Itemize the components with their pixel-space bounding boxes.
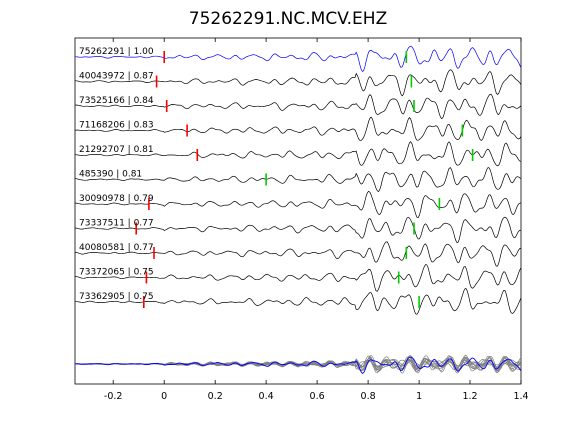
plot-frame — [74, 37, 522, 385]
x-tick-label-8: 1.4 — [513, 391, 528, 402]
trace-8 — [74, 241, 522, 267]
stack-trace-10 — [75, 354, 522, 373]
trace-label-5: 485390 | 0.81 — [79, 170, 142, 180]
x-tick-label-4: 0.6 — [310, 391, 325, 402]
trace-label-0: 75262291 | 1.00 — [79, 47, 154, 57]
trace-3 — [74, 116, 522, 141]
trace-0 — [75, 46, 522, 73]
trace-label-8: 40080581 | 0.77 — [79, 243, 154, 253]
trace-label-9: 73372065 | 0.75 — [79, 268, 154, 278]
x-tick-label-2: 0.2 — [208, 391, 223, 402]
trace-2 — [74, 93, 522, 120]
x-tick-label-0: -0.2 — [104, 391, 123, 402]
trace-5 — [74, 167, 522, 192]
trace-label-3: 71168206 | 0.83 — [79, 121, 154, 131]
trace-label-6: 30090978 | 0.79 — [79, 194, 154, 204]
x-tick-label-5: 0.8 — [361, 391, 376, 402]
stack-group — [74, 354, 522, 374]
trace-10 — [75, 287, 522, 315]
trace-label-1: 40043972 | 0.87 — [79, 72, 154, 82]
trace-label-group: 75262291 | 1.00 40043972 | 0.87 73525166 |… — [79, 47, 154, 302]
x-tick-label-7: 1.2 — [462, 391, 477, 402]
stack-reference-trace — [75, 356, 522, 374]
trace-label-10: 73362905 | 0.75 — [79, 292, 154, 302]
trace-4 — [74, 141, 522, 167]
trace-9 — [75, 264, 522, 292]
x-tick-label-1: 0 — [161, 391, 167, 402]
x-tick-label-6: 1 — [416, 391, 422, 402]
x-axis: -0.2 0 0.2 0.4 0.6 0.8 1 1.2 1.4 — [104, 38, 529, 402]
pick-group — [135, 51, 474, 308]
trace-1 — [75, 69, 522, 97]
chart-title: 75262291.NC.MCV.EHZ — [189, 9, 387, 29]
x-tick-label-3: 0.4 — [259, 391, 274, 402]
trace-label-4: 21292707 | 0.81 — [79, 145, 154, 155]
trace-7 — [74, 216, 522, 244]
trace-label-2: 73525166 | 0.84 — [79, 96, 154, 106]
trace-label-7: 73337511 | 0.77 — [79, 219, 154, 229]
